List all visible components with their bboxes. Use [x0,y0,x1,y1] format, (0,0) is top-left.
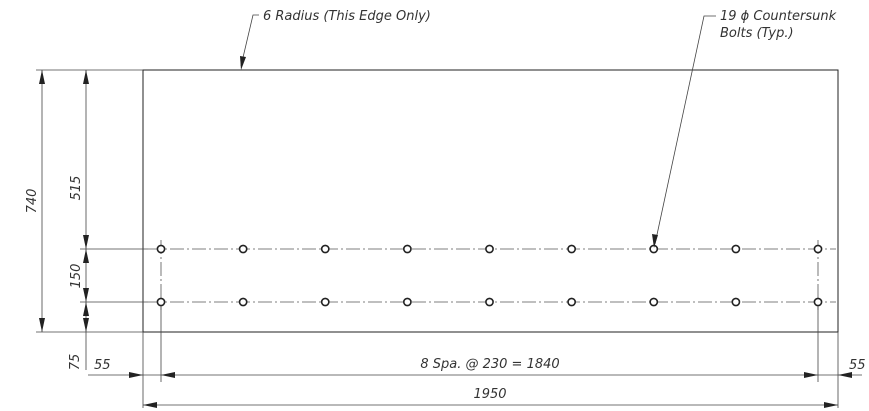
bolt-hole [567,244,577,254]
dimension-bolt-spacing-label: 8 Spa. @ 230 = 1840 [420,357,559,372]
arrowhead-55-left [129,372,143,378]
arrowhead-1950-right [824,402,838,408]
edge-radius-leader [240,14,259,67]
arrowhead-150-bottom [83,288,89,302]
dimension-150-label: 150 [69,264,84,289]
bolt-note-line-1: 19 ϕ Countersunk [720,9,837,24]
bolt-hole [813,244,823,254]
dimension-1950-label: 1950 [473,387,506,402]
arrowhead-740-bottom [39,318,45,332]
bolt-hole [649,244,659,254]
arrowhead-1950-left [143,402,157,408]
bolt-hole [567,297,577,307]
arrowhead-spa-right [804,372,818,378]
arrowhead-515-bottom [83,235,89,249]
bolt-hole [238,297,248,307]
bolt-note-leader [654,15,716,245]
bolt-hole [649,297,659,307]
arrowhead-150-top [83,249,89,263]
plate-outline [142,69,839,333]
bolt-hole [402,297,412,307]
dimension-55-left-label: 55 [94,358,111,373]
bolt-hole [731,244,741,254]
bolt-hole [402,244,412,254]
edge-radius-note: 6 Radius (This Edge Only) [263,9,431,24]
bolt-hole [156,244,166,254]
arrowhead-740-top [39,70,45,84]
arrowhead-515-top [83,70,89,84]
bolt-note-line-2: Bolts (Typ.) [720,26,794,41]
dimension-515-label: 515 [69,176,84,201]
bolt-hole [238,244,248,254]
bolt-hole [813,297,823,307]
bolt-hole [320,244,330,254]
bolt-holes [156,244,823,307]
bolt-hole [485,244,494,254]
bolt-hole [320,297,330,307]
arrowhead-spa-left [161,372,175,378]
dimension-740-label: 740 [25,189,40,214]
arrowhead-75-top [83,302,89,316]
edge-radius-arrowhead [240,56,246,70]
bolt-hole [156,297,166,307]
arrowhead-75-bottom [83,318,89,332]
bolt-hole [731,297,741,307]
bolt-note-arrowhead [652,234,658,248]
dimension-75-label: 75 [68,354,83,371]
dimension-55-right-label: 55 [849,358,866,373]
bolt-hole [485,297,494,307]
arrowhead-55-right [838,372,852,378]
